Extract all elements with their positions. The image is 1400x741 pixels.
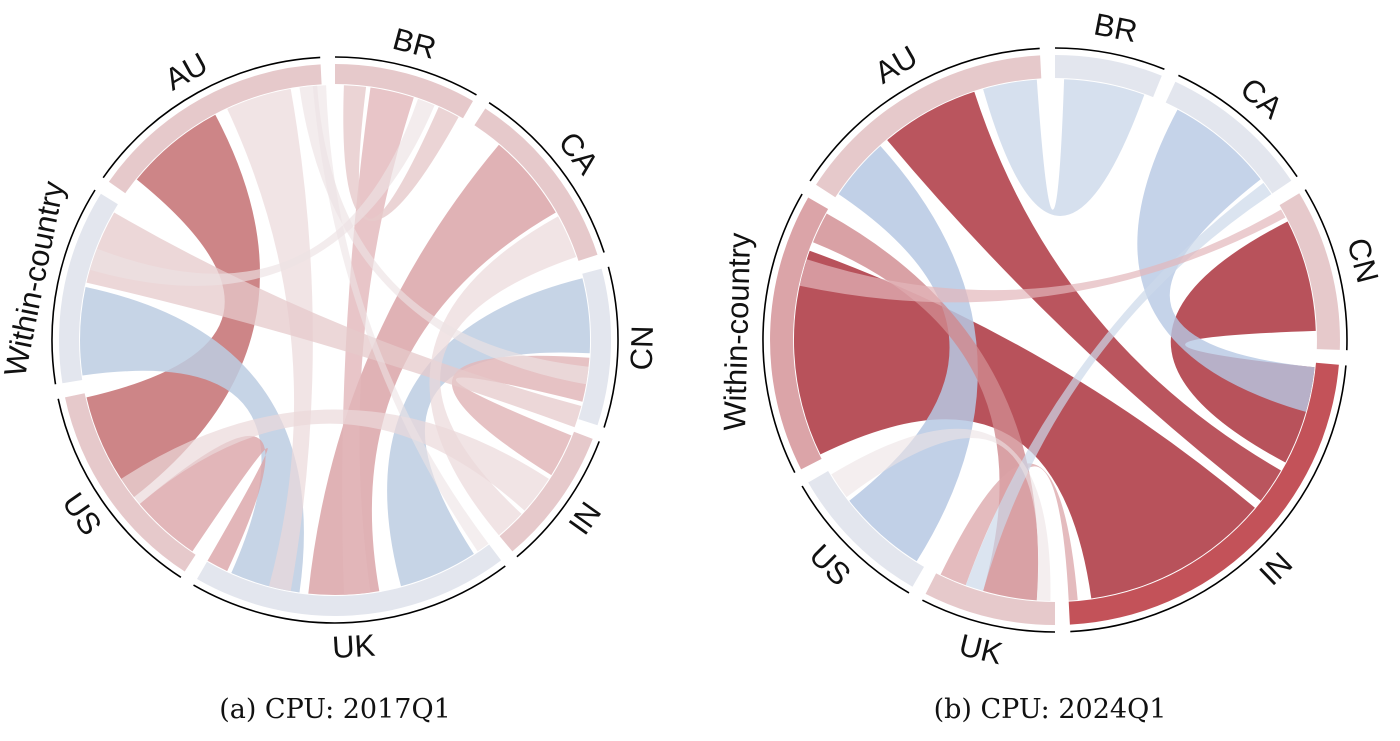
panel-b-outer-line-within-country [762,193,803,473]
panel-a-chord-9 [86,212,582,428]
panel-a-chords [80,85,591,595]
panel-b-chord-4 [1137,109,1315,412]
panel-a-label-us: US [55,486,108,541]
panel-a-chord-5 [139,435,268,572]
panel-a-chord-8 [227,88,313,592]
panel-b-outer-line-br [1054,47,1165,71]
panel-b-segment-uk [925,573,1055,625]
panel-b-label-uk: UK [956,627,1006,671]
panel-b-segment-us [808,471,924,587]
panel-b-chord-5 [983,79,1145,216]
panel-a-outer-line-us [57,398,182,578]
panel-b-label-within-country: Within-country [717,232,757,431]
panel-a-segment-uk [197,544,502,616]
panel-b-segment-ca [1165,81,1292,194]
panel-b-outer-line-us [801,485,910,594]
panel-b-label-br: BR [1091,7,1140,50]
panel-a-segment-within-country [58,193,118,384]
panel-a-outer-line-in [516,441,600,558]
panel-a-label-au: AU [159,46,214,97]
panel-a-outer-line-uk [193,565,506,624]
panel-a-caption: (a) CPU: 2017Q1 [219,694,451,725]
panel-b-label-cn: CN [1340,234,1385,286]
panel-a-segment-in [499,431,593,552]
panel-b-chord-0 [793,250,1255,599]
panel-b-label-in: IN [1253,545,1300,592]
panel-a-chord-0 [86,114,260,498]
panel-a-outer-line-br [334,56,477,96]
panel-a-segment-cn [578,268,612,426]
panel-a-label-in: IN [562,496,608,542]
panel-a-chord-13 [299,85,589,385]
panel-a-outer-line-within-country [51,189,96,385]
panel-b-segment-au [816,55,1042,198]
panel-b-outer-line-in [1070,365,1347,633]
panel-a-segment-au [108,64,322,194]
panel-b-chords [793,79,1316,601]
panel-b-chord-9 [799,209,1286,303]
panel-b-caption: (b) CPU: 2024Q1 [934,694,1167,725]
panel-a-chord-3 [308,144,556,595]
panel-b-chord-7 [940,463,1078,601]
panel-b-segment-br [1055,55,1162,98]
panel-b-segment-within-country [770,197,829,470]
panel-a-chord-11 [429,216,577,536]
panel-b-chord-3 [838,146,978,562]
panel-b-outer-line-au [809,47,1040,182]
panel-b-segment-cn [1279,193,1340,350]
panel-a-outer-line-au [102,56,321,179]
panel-a-segment-us [65,393,196,572]
panel-a-chord-1 [80,287,304,593]
panel-a-label-cn: CN [624,325,660,371]
panel-b-outer-line-ca [1178,74,1298,178]
panel-a-chord-7 [343,85,459,222]
panel-a-segment-ca [474,108,598,261]
panel-a-outer-line-cn [603,266,619,428]
panel-a-label-ca: CA [552,125,606,181]
panel-b-label-ca: CA [1234,71,1290,126]
panel-a-segment-br [335,64,473,119]
panel-a-label-uk: UK [331,628,376,666]
panel-b-label-us: US [802,537,857,592]
panel-b-chord-2 [887,91,1281,501]
panel-a-chord-12 [89,98,435,286]
panel-a-label-br: BR [389,21,440,66]
panel-a-segments [51,56,619,624]
panel-b-segment-in [1068,362,1339,625]
panel-a-outer-line-ca [488,102,605,253]
panel-b-outer-line-cn [1304,189,1348,351]
panel-a-chord-4 [451,355,590,476]
panel-b-segments [762,47,1348,633]
panel-b-outer-line-uk [922,599,1056,633]
